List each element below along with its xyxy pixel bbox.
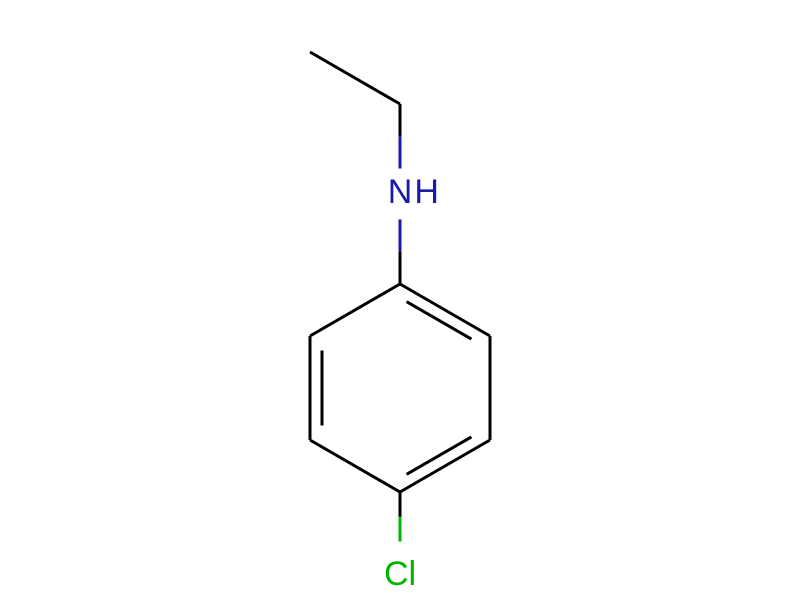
molecule-canvas: NH Cl [0, 0, 800, 600]
atom-label-cl: Cl [384, 555, 416, 593]
bond [310, 52, 400, 104]
atom-label-n: NH [388, 173, 439, 211]
bond [310, 284, 400, 336]
bond [310, 440, 400, 492]
bond [400, 284, 490, 336]
bond [400, 440, 490, 492]
